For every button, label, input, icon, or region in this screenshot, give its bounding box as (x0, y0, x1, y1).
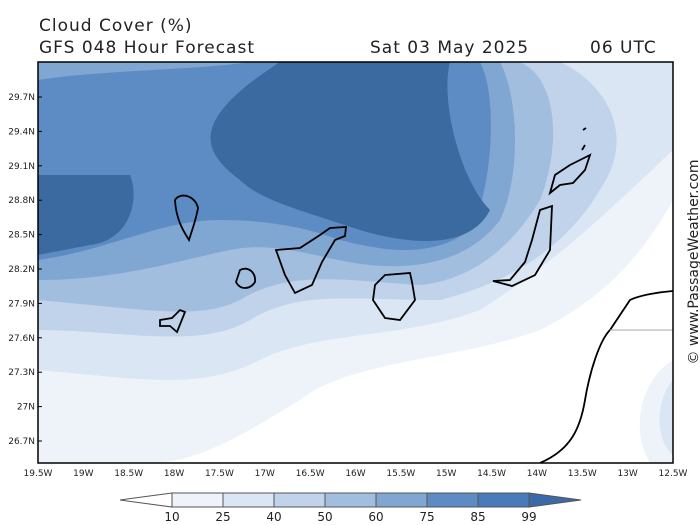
lon-label: 19.5W (24, 469, 53, 479)
legend-label: 25 (215, 510, 230, 524)
lat-label: 28.8N (8, 196, 35, 206)
legend-swatch (477, 492, 530, 508)
legend-swatch (171, 492, 224, 508)
lat-label: 28.5N (8, 231, 35, 241)
legend-label: 85 (470, 510, 485, 524)
lon-label: 17W (255, 469, 275, 479)
legend-arrow-low (119, 492, 173, 508)
lon-label: 16.5W (296, 469, 325, 479)
legend-swatch (222, 492, 275, 508)
legend-arrow-high (528, 492, 582, 508)
lat-label: 27.6N (8, 334, 35, 344)
time: 06 UTC (590, 38, 657, 58)
legend-swatch (324, 492, 377, 508)
lon-label: 14.5W (477, 469, 506, 479)
lon-label: 14W (527, 469, 547, 479)
legend-label: 50 (317, 510, 332, 524)
legend-label: 75 (419, 510, 434, 524)
lat-label: 27.3N (8, 368, 35, 378)
lon-label: 17.5W (205, 469, 234, 479)
credit: © www.PassageWeather.com (686, 159, 700, 364)
legend-swatch (273, 492, 326, 508)
lat-label: 29.7N (8, 93, 35, 103)
lon-label: 15W (436, 469, 456, 479)
lon-label: 12.5W (659, 469, 688, 479)
lon-label: 13.5W (568, 469, 597, 479)
legend-label: 99 (521, 510, 536, 524)
lon-label: 15.5W (386, 469, 415, 479)
lon-label: 18W (164, 469, 184, 479)
lon-label: 18.5W (114, 469, 143, 479)
lat-label: 27.9N (8, 299, 35, 309)
lat-label: 29.4N (8, 127, 35, 137)
lat-label: 27N (17, 403, 35, 413)
title: Cloud Cover (%) (39, 16, 193, 36)
legend-label: 10 (164, 510, 179, 524)
subtitle: GFS 048 Hour Forecast (39, 38, 255, 58)
lat-label: 26.7N (8, 437, 35, 447)
cloud-field (38, 62, 673, 463)
legend-swatch (375, 492, 428, 508)
lat-label: 28.2N (8, 265, 35, 275)
lat-label: 29.1N (8, 162, 35, 172)
lon-label: 16W (345, 469, 365, 479)
lon-label: 19W (73, 469, 93, 479)
legend-swatch (426, 492, 479, 508)
map-frame (37, 61, 674, 464)
date: Sat 03 May 2025 (370, 38, 529, 58)
legend-label: 40 (266, 510, 281, 524)
legend-label: 60 (368, 510, 383, 524)
lon-label: 13W (617, 469, 637, 479)
